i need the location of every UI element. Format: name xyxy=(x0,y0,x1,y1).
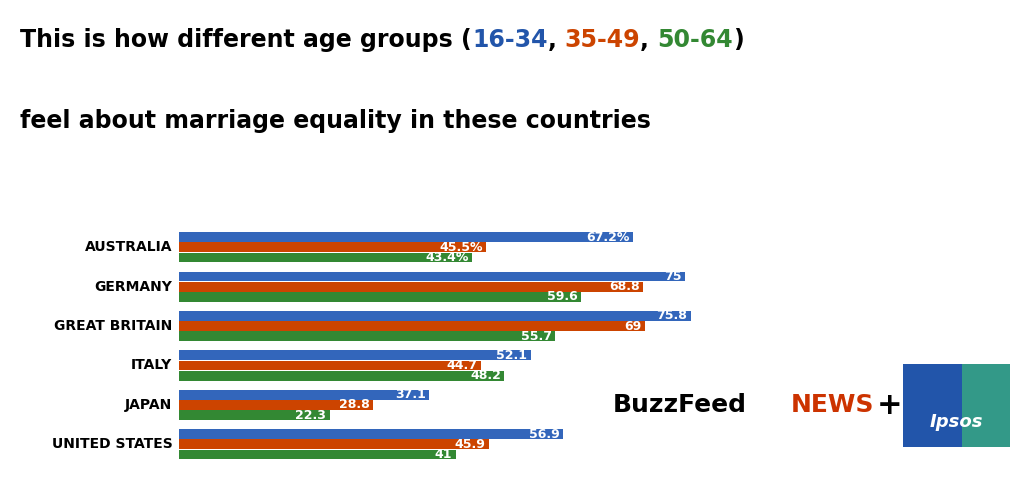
Text: 16-34: 16-34 xyxy=(472,28,548,52)
Text: 67.2%: 67.2% xyxy=(586,231,629,244)
Text: ITALY: ITALY xyxy=(131,359,172,372)
Text: GREAT BRITAIN: GREAT BRITAIN xyxy=(54,319,172,333)
Bar xyxy=(179,292,582,302)
Bar xyxy=(179,410,330,420)
Text: 22.3: 22.3 xyxy=(295,409,327,422)
Bar xyxy=(179,350,530,360)
Text: 35-49: 35-49 xyxy=(565,28,640,52)
Bar xyxy=(179,321,645,331)
Text: GERMANY: GERMANY xyxy=(94,280,172,294)
Text: 45.5%: 45.5% xyxy=(439,241,482,254)
Text: AUSTRALIA: AUSTRALIA xyxy=(85,240,172,254)
Bar xyxy=(179,390,429,400)
Bar xyxy=(179,361,480,370)
Text: 28.8: 28.8 xyxy=(339,398,370,412)
Text: 45.9: 45.9 xyxy=(455,438,485,451)
Bar xyxy=(179,400,374,410)
Bar xyxy=(179,272,685,282)
Text: ,: , xyxy=(640,28,657,52)
Text: 69: 69 xyxy=(624,320,641,332)
Text: 48.2: 48.2 xyxy=(470,369,501,382)
Text: BuzzFeed: BuzzFeed xyxy=(612,393,746,417)
Text: 55.7: 55.7 xyxy=(520,330,552,343)
Bar xyxy=(179,232,633,242)
Bar xyxy=(179,429,563,439)
Bar xyxy=(179,311,690,321)
Text: This is how different age groups (: This is how different age groups ( xyxy=(20,28,472,52)
Bar xyxy=(962,364,1010,447)
Text: 56.9: 56.9 xyxy=(529,427,560,441)
Text: 41: 41 xyxy=(435,448,453,461)
Text: ,: , xyxy=(548,28,565,52)
Bar xyxy=(903,364,962,447)
Bar xyxy=(179,439,488,449)
Bar xyxy=(179,450,456,459)
Bar xyxy=(179,252,472,262)
Text: JAPAN: JAPAN xyxy=(125,398,172,412)
Text: 52.1: 52.1 xyxy=(497,349,527,362)
Text: 50-64: 50-64 xyxy=(657,28,733,52)
Bar xyxy=(179,282,643,291)
Text: 37.1: 37.1 xyxy=(395,388,426,401)
Bar xyxy=(179,371,505,381)
Text: 43.4%: 43.4% xyxy=(425,251,469,264)
Text: NEWS: NEWS xyxy=(791,393,874,417)
Text: UNITED STATES: UNITED STATES xyxy=(51,437,172,452)
Bar xyxy=(179,331,555,341)
Text: 59.6: 59.6 xyxy=(547,290,578,303)
Text: 75.8: 75.8 xyxy=(656,309,687,323)
Text: Ipsos: Ipsos xyxy=(930,412,983,431)
Text: feel about marriage equality in these countries: feel about marriage equality in these co… xyxy=(20,109,651,133)
Text: 44.7: 44.7 xyxy=(446,359,477,372)
Text: 75: 75 xyxy=(665,270,682,283)
Text: ): ) xyxy=(733,28,744,52)
Text: +: + xyxy=(877,391,902,419)
Bar xyxy=(179,243,486,252)
Text: 68.8: 68.8 xyxy=(609,280,640,293)
